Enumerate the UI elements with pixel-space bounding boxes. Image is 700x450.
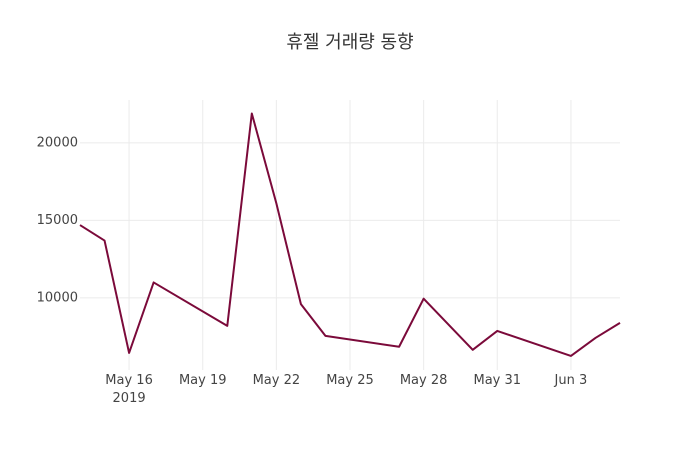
x-tick-label: May 25 [326, 373, 374, 388]
x-tick-label: May 28 [399, 373, 448, 388]
y-tick-label: 20000 [37, 135, 78, 150]
y-tick-label: 10000 [37, 290, 78, 305]
chart-title: 휴젤 거래량 동향 [286, 32, 413, 53]
x-tick-label: May 16 2019 [105, 373, 153, 406]
x-tick-label: Jun 3 [554, 373, 588, 388]
x-tick-label: May 19 [178, 373, 227, 388]
x-tick-label: May 22 [252, 373, 301, 388]
line [79, 112, 621, 357]
y-tick-label: 15000 [37, 213, 78, 228]
x-tick-label: May 31 [473, 373, 522, 388]
